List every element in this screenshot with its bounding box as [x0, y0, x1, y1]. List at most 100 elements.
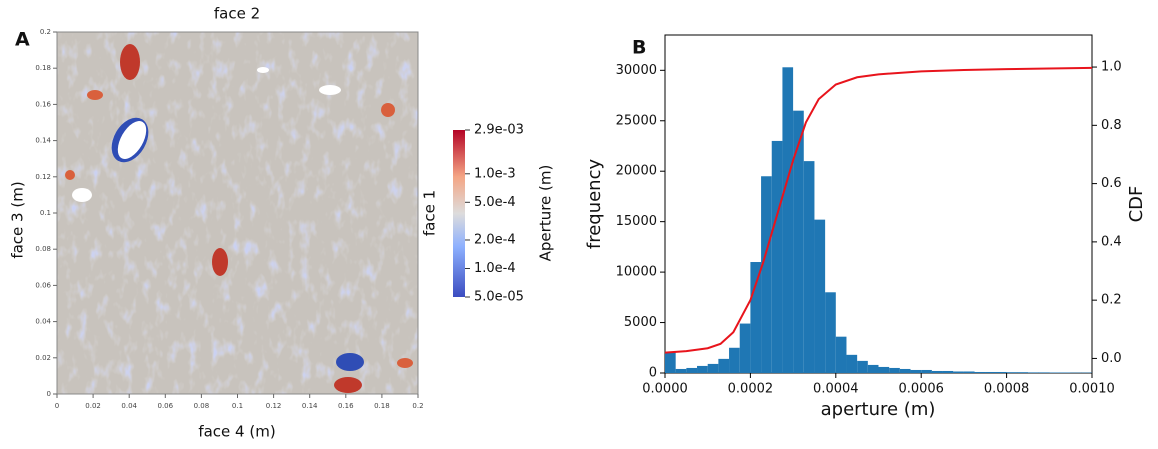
y-tick-label: 0.14	[35, 137, 51, 145]
colorbar-tick-label: 5.0e-05	[474, 290, 524, 305]
x-tick-label: 0.1	[232, 402, 243, 410]
bar	[676, 369, 687, 373]
bar	[921, 370, 932, 373]
colorbar-tick-label: 5.0e-4	[474, 195, 516, 210]
x-tick-label: 0.06	[158, 402, 174, 410]
bar	[1017, 372, 1028, 373]
bar	[975, 372, 986, 373]
bar	[697, 366, 708, 373]
panel-label: A	[15, 29, 30, 51]
y-tick-label: 5000	[624, 315, 657, 330]
bar	[953, 371, 964, 373]
y-tick-label: 0.2	[40, 28, 51, 36]
colorbar-tick-label: 2.0e-4	[474, 232, 516, 247]
panel-label: B	[632, 37, 646, 59]
y-tick-label: 10000	[616, 265, 657, 280]
x-tick-label: 0.14	[302, 402, 318, 410]
x-tick-label: 0.04	[121, 402, 137, 410]
colorbar-tick-label: 2.9e-03	[474, 123, 524, 138]
y-tick-label: 0.1	[40, 209, 51, 217]
bar	[782, 67, 793, 373]
x-tick-label: 0.16	[338, 402, 354, 410]
bar	[996, 372, 1007, 373]
y-axis-label: face 3 (m)	[9, 181, 27, 258]
bar	[686, 368, 697, 373]
bar	[1060, 372, 1071, 373]
side-label: face 1	[421, 190, 439, 236]
bar	[879, 367, 890, 373]
y-tick-label: 0	[649, 366, 657, 381]
y-tick-label: 0.16	[35, 100, 51, 108]
heatmap-field	[57, 32, 418, 394]
y-axis-label: frequency	[584, 159, 605, 250]
bar	[1007, 372, 1018, 373]
x-axis-label: face 4 (m)	[198, 423, 275, 441]
bar	[964, 371, 975, 373]
colorbar-tick-label: 1.0e-3	[474, 166, 516, 181]
x-tick-label: 0	[55, 402, 59, 410]
x-tick-label: 0.0010	[1069, 382, 1115, 397]
y-tick-label: 0.08	[35, 245, 51, 253]
colorbar-label: Aperture (m)	[537, 165, 555, 262]
bar	[665, 352, 676, 373]
bar	[1028, 372, 1039, 373]
x-tick-label: 0.12	[266, 402, 282, 410]
y-tick-label: 0.02	[35, 354, 51, 362]
bar	[793, 111, 804, 373]
x-tick-label: 0.0006	[898, 382, 944, 397]
bar	[985, 372, 996, 373]
bar	[911, 370, 922, 373]
bar	[761, 176, 772, 373]
x-tick-label: 0.08	[194, 402, 210, 410]
bar	[932, 371, 943, 373]
bar	[718, 359, 729, 373]
bar	[804, 161, 815, 373]
x-tick-label: 0.0004	[813, 382, 859, 397]
bar	[1049, 372, 1060, 373]
bar	[943, 371, 954, 373]
bar	[846, 355, 857, 373]
bar	[868, 365, 879, 373]
y-tick-label: 0.12	[35, 173, 51, 181]
colorbar-tick-label: 1.0e-4	[474, 261, 516, 276]
y2-axis-label: CDF	[1126, 186, 1147, 223]
y2-tick-label: 0.2	[1101, 293, 1122, 308]
x-tick-label: 0.0002	[728, 382, 774, 397]
bar	[750, 262, 761, 373]
bar	[900, 369, 911, 373]
bar	[889, 368, 900, 373]
chart-title: face 2	[214, 5, 260, 23]
y-tick-label: 0.04	[35, 318, 51, 326]
bar	[825, 292, 836, 373]
y-tick-label: 25000	[616, 113, 657, 128]
y2-tick-label: 0.6	[1101, 176, 1122, 191]
bar	[708, 364, 719, 373]
x-tick-label: 0.02	[85, 402, 101, 410]
bar	[740, 324, 751, 373]
y-tick-label: 0.06	[35, 281, 51, 289]
x-tick-label: 0.2	[412, 402, 423, 410]
y-tick-label: 15000	[616, 214, 657, 229]
bar	[772, 141, 783, 373]
x-tick-label: 0.0000	[642, 382, 688, 397]
x-tick-label: 0.18	[374, 402, 390, 410]
y-tick-label: 30000	[616, 63, 657, 78]
bar	[1039, 372, 1050, 373]
y2-tick-label: 1.0	[1101, 60, 1122, 75]
y2-tick-label: 0.8	[1101, 118, 1122, 133]
y-tick-label: 20000	[616, 164, 657, 179]
bar	[836, 337, 847, 373]
cdf-line	[665, 68, 1092, 353]
x-tick-label: 0.0008	[984, 382, 1030, 397]
colorbar	[453, 130, 465, 297]
bar	[814, 220, 825, 373]
x-axis-label: aperture (m)	[821, 399, 936, 420]
y2-tick-label: 0.4	[1101, 234, 1122, 249]
bar	[729, 348, 740, 373]
y2-tick-label: 0.0	[1101, 351, 1122, 366]
bar	[857, 361, 868, 373]
y-tick-label: 0	[47, 390, 51, 398]
y-tick-label: 0.18	[35, 64, 51, 72]
plot-frame	[665, 35, 1092, 373]
